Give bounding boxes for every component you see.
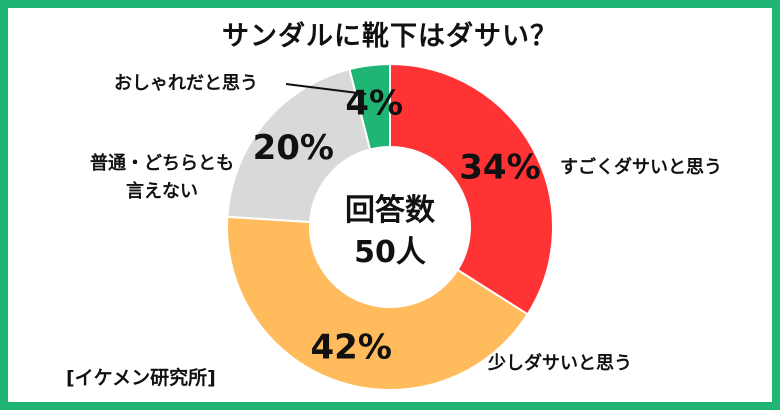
percent-label-oshare: 4%	[345, 83, 403, 123]
slice-oshare	[348, 62, 391, 151]
category-label-oshare: おしゃれだと思う	[114, 73, 258, 94]
chart-title: サンダルに靴下はダサい？	[222, 21, 558, 52]
percent-label-futsu: 20%	[253, 128, 334, 168]
percent-label-sukoshi: 42%	[311, 327, 392, 367]
slice-sukoshi	[226, 215, 530, 391]
center-label-title: 回答数	[345, 193, 436, 228]
category-label-sukoshi: 少しダサいと思う	[488, 353, 632, 374]
slice-futsu	[226, 67, 372, 224]
source-label: [イケメン研究所]	[66, 367, 216, 389]
leader-line-osharedato	[285, 83, 367, 95]
category-label-futsu: 普通・どちらとも 言えない	[90, 153, 234, 202]
category-label-sugoku: すごくダサいと思う	[560, 157, 722, 178]
percent-label-sugoku: 34%	[459, 148, 540, 188]
center-label-count: 50人	[354, 235, 426, 270]
slice-sugoku	[389, 62, 554, 316]
